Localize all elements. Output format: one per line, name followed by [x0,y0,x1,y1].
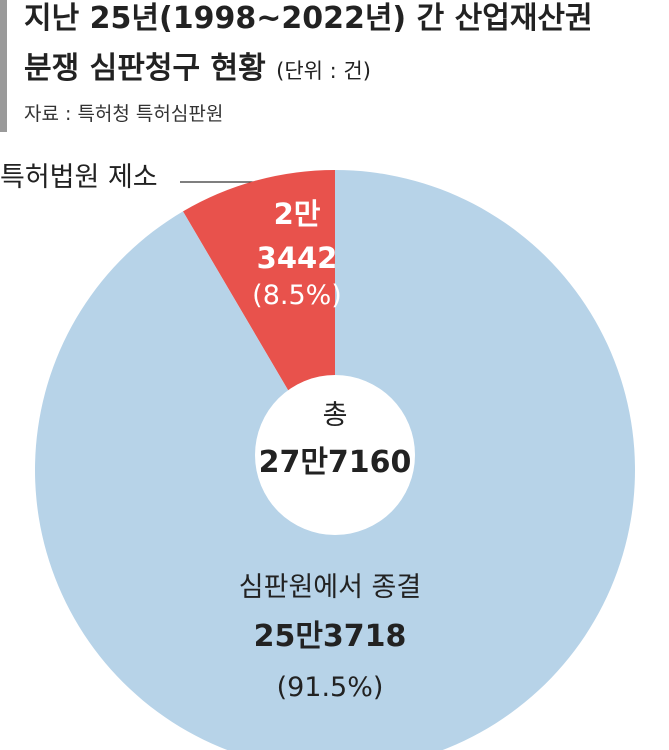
percent-label: (91.5%) [276,672,384,703]
unit: (단위 : 건) [276,59,371,83]
title-bar [0,0,7,132]
chart-title: 지난 25년(1998~2022년) 간 산업재산권 [24,1,593,36]
total-label: 27만7160 [258,445,412,480]
donut-hole [255,375,415,535]
category-label: 특허법원 제소 [0,162,158,193]
value-label: 25만3718 [253,619,407,654]
chart-title: 분쟁 심판청구 현황 [24,51,266,86]
value-label: 2만 3442 [256,197,338,275]
category-label: 심판원에서 종결 [238,572,422,603]
percent-label: (8.5%) [252,280,342,311]
chart-title: 분쟁 심판청구 현황 (단위 : 건) [24,51,371,87]
source: 자료 : 특허청 특허심판원 [24,103,224,125]
center-label: 총 [322,400,348,431]
